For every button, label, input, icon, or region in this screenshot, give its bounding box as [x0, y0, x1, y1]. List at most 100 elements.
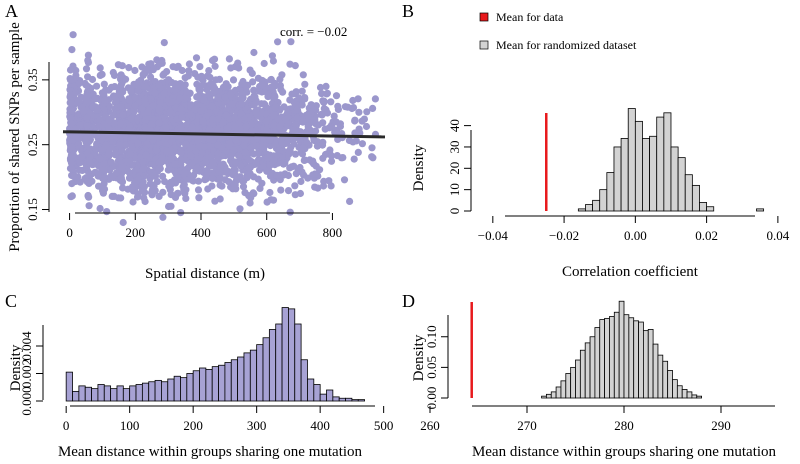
scatter-point [277, 86, 285, 94]
scatter-point [131, 178, 139, 187]
histogram-bar [686, 391, 693, 399]
scatter-point [284, 187, 293, 195]
histogram-bar [326, 389, 334, 402]
scatter-point [76, 159, 84, 167]
scatter-point [167, 155, 175, 163]
y-tick-label: 10 [447, 183, 462, 196]
histogram-bar [599, 319, 605, 399]
histogram-bar [662, 360, 669, 399]
scatter-point [214, 115, 222, 123]
histogram-bar [599, 189, 608, 212]
d-y-axis-label: Density [411, 334, 427, 381]
scatter-point [217, 162, 225, 170]
scatter-point [182, 121, 190, 129]
x-tick-label: 400 [191, 225, 211, 240]
x-tick-label: 600 [257, 225, 277, 240]
scatter-point [93, 82, 101, 90]
scatter-point [110, 119, 118, 127]
histogram-bar [180, 377, 188, 402]
histogram-bar [577, 208, 586, 212]
histogram-bar [575, 359, 581, 399]
histogram-bar [585, 204, 593, 212]
scatter-point [350, 155, 358, 163]
histogram-bar [262, 337, 270, 402]
scatter-point [263, 198, 271, 206]
panel-b-histogram: Mean for data Mean for randomized datase… [411, 10, 790, 280]
scatter-points [66, 31, 380, 227]
b-y-ticks: 0 10 20 30 40 [447, 119, 471, 214]
scatter-point [117, 103, 125, 111]
scatter-point [225, 123, 233, 131]
d-x-ticks: 260270280290300 [420, 406, 731, 433]
x-tick-label: 280 [614, 418, 634, 433]
scatter-point [234, 151, 243, 160]
scatter-point [203, 85, 211, 94]
histogram-bar [218, 364, 226, 402]
scatter-point [173, 80, 181, 89]
scatter-point [240, 142, 248, 150]
scatter-point [246, 66, 254, 74]
histogram-bar [72, 390, 80, 402]
scatter-point [83, 149, 91, 157]
scatter-point [166, 108, 174, 116]
histogram-bar [681, 389, 688, 399]
scatter-point [69, 31, 77, 39]
scatter-point [116, 90, 124, 98]
histogram-bar [224, 362, 232, 402]
scatter-point [290, 98, 298, 106]
histogram-bar [97, 384, 105, 402]
histogram-bar [634, 120, 643, 212]
scatter-point [228, 100, 236, 108]
histogram-bar [633, 320, 639, 399]
scatter-point [112, 97, 120, 105]
scatter-point [167, 202, 175, 210]
scatter-point [242, 122, 250, 130]
scatter-point [66, 114, 75, 123]
scatter-point [273, 171, 281, 179]
scatter-point [116, 141, 124, 149]
scatter-point [204, 185, 212, 193]
scatter-point [139, 165, 148, 173]
a-x-axis-label: Spatial distance (m) [145, 266, 265, 282]
b-legend: Mean for data Mean for randomized datase… [479, 10, 637, 52]
scatter-point [200, 96, 208, 104]
scatter-point [258, 81, 266, 89]
scatter-point [103, 208, 111, 216]
scatter-point [254, 149, 262, 157]
histogram-bar [237, 356, 245, 402]
scatter-point [155, 119, 163, 127]
scatter-point [200, 143, 209, 151]
scatter-point [177, 149, 185, 157]
scatter-point [84, 56, 92, 64]
scatter-point [319, 119, 327, 127]
y-tick-label: 0.000 [19, 386, 34, 415]
scatter-point [260, 59, 268, 68]
x-tick-label: −0.02 [549, 228, 579, 243]
histogram-bar [268, 329, 277, 402]
histogram-bar [594, 327, 601, 399]
scatter-point [261, 101, 269, 109]
scatter-point [358, 140, 366, 148]
scatter-point [188, 172, 196, 180]
scatter-point [290, 140, 298, 148]
panel-a-scatter: 0 200 400 600 800 0.15 0.25 0.35 corr. = −0.02… [7, 22, 386, 282]
scatter-point [286, 208, 294, 216]
scatter-point [193, 164, 201, 172]
scatter-point [369, 104, 377, 112]
scatter-point [340, 176, 349, 184]
scatter-point [346, 197, 354, 205]
scatter-point [304, 122, 312, 130]
scatter-point [95, 182, 103, 190]
scatter-point [229, 76, 238, 84]
histogram-bar [667, 370, 673, 399]
scatter-point [310, 136, 318, 144]
scatter-point [209, 159, 217, 167]
scatter-point [147, 120, 155, 128]
scatter-point [100, 89, 108, 97]
scatter-point [149, 102, 157, 110]
scatter-point [230, 180, 238, 188]
x-tick-label: −0.04 [478, 228, 509, 243]
scatter-point [117, 71, 125, 79]
histogram-bar [243, 352, 251, 402]
